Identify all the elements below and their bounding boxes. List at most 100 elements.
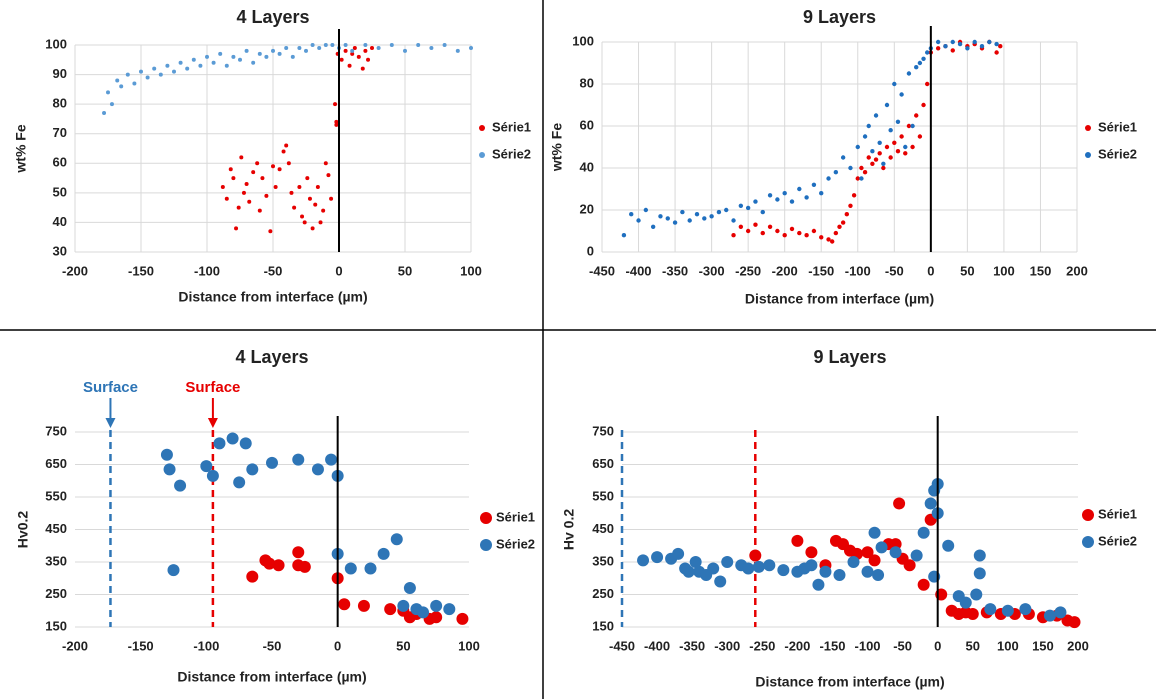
x-tick-label: 50 [966, 638, 980, 653]
data-point [241, 190, 246, 195]
y-tick-label: 100 [45, 36, 67, 51]
legend-label: Série1 [1098, 506, 1137, 521]
data-point [403, 48, 407, 53]
data-point [870, 161, 875, 166]
data-point [959, 596, 972, 609]
y-tick-label: 650 [45, 456, 67, 471]
x-axis-title: Distance from interface (µm) [178, 289, 367, 305]
data-point [791, 534, 804, 547]
data-point [782, 191, 787, 196]
data-point [246, 570, 259, 583]
x-tick-label: -100 [193, 638, 219, 653]
data-point [363, 48, 368, 53]
x-tick-label: 200 [1067, 638, 1089, 653]
data-point [833, 230, 839, 236]
x-tick-label: -250 [749, 638, 775, 653]
x-tick-label: -450 [609, 638, 635, 653]
data-point [680, 209, 685, 215]
data-point [310, 43, 315, 47]
data-point [1001, 604, 1014, 617]
data-point [1019, 603, 1032, 616]
y-tick-label: 450 [45, 521, 67, 536]
data-point [950, 39, 955, 45]
data-point [226, 432, 239, 445]
data-point [651, 551, 664, 564]
x-tick-label: 150 [1030, 263, 1052, 278]
annotation: Surface [83, 379, 138, 396]
legend-label: Série2 [1098, 533, 1137, 548]
data-point [866, 123, 871, 129]
data-point [366, 57, 371, 62]
data-point [965, 46, 970, 51]
data-point [826, 237, 831, 242]
data-point [338, 598, 351, 611]
y-tick-label: 750 [592, 423, 614, 438]
data-point [377, 547, 390, 560]
data-point [218, 51, 223, 56]
data-point [333, 102, 338, 107]
data-point [352, 45, 357, 50]
data-point [106, 90, 110, 95]
legend-marker [480, 539, 492, 551]
y-tick-label: 350 [592, 553, 614, 568]
data-point [621, 233, 627, 238]
y-tick-label: 650 [592, 456, 614, 471]
data-point [797, 230, 802, 236]
data-point [257, 208, 262, 213]
y-tick-label: 550 [592, 488, 614, 503]
data-point [329, 196, 334, 201]
data-point [403, 582, 416, 594]
legend-label: Série2 [1098, 146, 1137, 161]
data-point [347, 63, 352, 68]
data-point [364, 562, 377, 575]
data-point [330, 43, 335, 47]
x-tick-label: -450 [589, 263, 615, 278]
data-point [970, 588, 983, 601]
data-point [307, 196, 312, 201]
data-point [903, 144, 908, 150]
y-axis-title: Hv0.2 [15, 511, 31, 549]
x-tick-label: -300 [714, 638, 740, 653]
data-point [643, 207, 649, 213]
x-axis-title: Distance from interface (µm) [755, 674, 944, 690]
y-tick-label: 250 [45, 586, 67, 601]
data-point [877, 140, 882, 145]
x-tick-label: -200 [62, 638, 88, 653]
data-point [260, 176, 265, 181]
data-point [973, 567, 986, 580]
data-point [231, 54, 236, 59]
data-point [738, 203, 744, 208]
data-point [290, 54, 295, 59]
data-point [943, 44, 948, 49]
data-point [877, 151, 882, 156]
annotation: Surface [185, 379, 240, 396]
data-point [884, 144, 890, 150]
data-point [966, 608, 979, 620]
y-tick-label: 450 [592, 521, 614, 536]
x-tick-label: -150 [128, 638, 154, 653]
data-point [861, 546, 874, 559]
x-tick-label: 0 [927, 263, 934, 278]
data-point [326, 173, 331, 178]
data-point [257, 51, 262, 56]
data-point [224, 63, 229, 68]
data-point [987, 39, 992, 45]
x-tick-label: 0 [335, 263, 342, 278]
legend-label: Série1 [496, 509, 535, 524]
data-point [266, 456, 278, 469]
data-point [884, 102, 890, 108]
data-point [389, 43, 394, 47]
data-point [994, 41, 999, 47]
data-point [881, 161, 886, 166]
data-point [1043, 609, 1056, 622]
data-point [875, 541, 888, 554]
data-point [873, 113, 879, 118]
x-tick-label: -300 [699, 263, 725, 278]
data-point [775, 228, 780, 234]
data-point [914, 113, 919, 118]
y-tick-label: 100 [572, 33, 594, 48]
data-point [906, 123, 912, 129]
data-point [862, 170, 868, 175]
data-point [174, 479, 187, 492]
